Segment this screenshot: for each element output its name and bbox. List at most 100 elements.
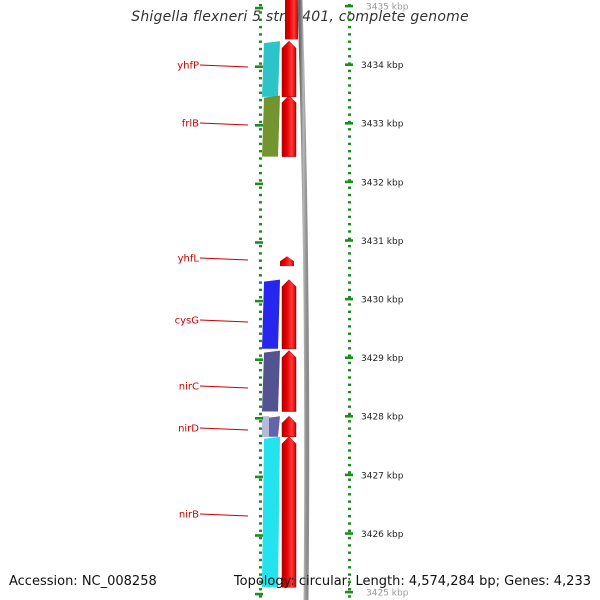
ruler-dot [348,347,351,350]
gene-leader-frlB [199,122,249,126]
left-scale-tick [255,417,263,420]
left-scale-dot [259,427,262,430]
gene-leader-yhfP [199,64,249,68]
left-scale-dot [259,171,262,175]
left-scale-dot [259,522,262,525]
ruler-dot [348,310,351,313]
gene-arrow-nirB [281,436,297,588]
ruler-dot [348,142,351,146]
left-scale-dot [259,40,262,43]
left-scale-dot [259,536,262,540]
ruler-tick-label: 3425 kbp [366,589,409,599]
genome-backbone [297,0,310,600]
left-scale-tick [255,6,263,10]
ruler-major-tick [345,297,353,301]
left-scale-dot [259,142,262,146]
left-scale-dot [259,201,262,204]
left-scale-dot [259,449,262,452]
left-scale-dot [259,544,262,547]
gene-arrow-frlB [281,95,297,157]
gene-label-nirD: nirD [178,424,199,435]
left-scale-dot [259,405,262,408]
left-scale-dot [259,274,262,277]
ruler-dot [348,456,351,459]
left-scale-dot [259,507,262,511]
ruler-dot [348,208,351,211]
left-scale-dot [259,580,262,584]
ruler-dot [348,398,351,401]
feature-block-frlB [262,95,280,157]
ruler-dot [348,595,351,598]
gene-arrow-cysG [281,279,297,350]
ruler-dot [348,588,351,591]
left-scale-dot [259,588,262,591]
ruler-dot [348,150,351,153]
left-scale-dot [259,252,262,255]
ruler-tick-label: 3435 kbp [366,3,409,13]
left-scale-tick [255,592,263,596]
ruler-dot [348,339,351,343]
left-scale-dot [259,150,262,153]
accession-label: Accession: NC_008258 [9,574,157,589]
ruler-tick-label: 3430 kbp [361,296,404,306]
left-scale-dot [259,310,262,313]
left-scale-dot [259,4,262,7]
ruler-tick-label: 3426 kbp [361,530,404,540]
ruler-dot [348,77,351,80]
ruler-dot [348,91,351,94]
ruler-dot [348,157,351,160]
kbp-ruler: 3435 kbp 3434 kbp 3433 kbp 3432 kbp 3431 kbp… [255,3,409,599]
ruler-dot [348,420,351,423]
ruler-major-tick [345,532,353,535]
ruler-dot [348,442,351,445]
left-scale-dot [259,281,262,284]
gene-leader-nirC [199,385,249,389]
feature-block-yhfP [262,41,280,97]
feature-block-cysG [262,279,280,349]
gene-label-yhfP: yhfP [177,61,199,72]
left-scale-dot [259,485,262,489]
ruler-dot [348,47,351,51]
ruler-dot [348,412,351,416]
left-scale-dot [259,84,262,87]
gene-label-yhfL: yhfL [178,254,200,265]
ruler-major-tick [345,122,353,125]
left-scale-dot [259,237,262,240]
left-scale-dot [259,208,262,211]
ruler-tick-label: 3427 kbp [361,471,404,481]
ruler-major-tick [345,63,353,66]
ruler-dot [348,515,351,518]
ruler-dot [348,536,351,540]
ruler-dot [348,376,351,379]
left-scale-dot [259,186,262,189]
left-scale-dot [259,515,262,518]
backbone-line [297,0,310,600]
ruler-dot [348,566,351,569]
ruler-tick-label: 3432 kbp [361,178,404,188]
gene-label-nirC: nirC [179,382,199,393]
ruler-dot [348,529,351,532]
left-scale-dot [259,113,262,116]
ruler-dot [348,55,351,58]
ruler-dot [348,507,351,511]
left-scale-dot [259,98,262,102]
left-scale-dot [259,412,262,416]
ruler-dot [348,471,351,474]
left-scale-tick [255,241,263,244]
ruler-dot [348,215,351,219]
left-scale-tick [255,124,263,127]
left-scale-dot [259,463,262,467]
ruler-tick-label: 3433 kbp [361,120,404,130]
ruler-dot [348,449,351,452]
left-scale-tick [255,65,263,68]
ruler-dot [348,354,351,357]
gene-arrow-nirD [281,415,297,437]
left-scale-dot [259,288,262,292]
left-scale-dot [259,566,262,569]
ruler-tick-label: 3434 kbp [361,61,404,71]
ruler-dot [348,223,351,226]
left-scale-dot [259,573,262,576]
gene-label-nirB: nirB [179,510,199,521]
ruler-dot [348,230,351,233]
gene-arrow-fragment [285,0,298,40]
